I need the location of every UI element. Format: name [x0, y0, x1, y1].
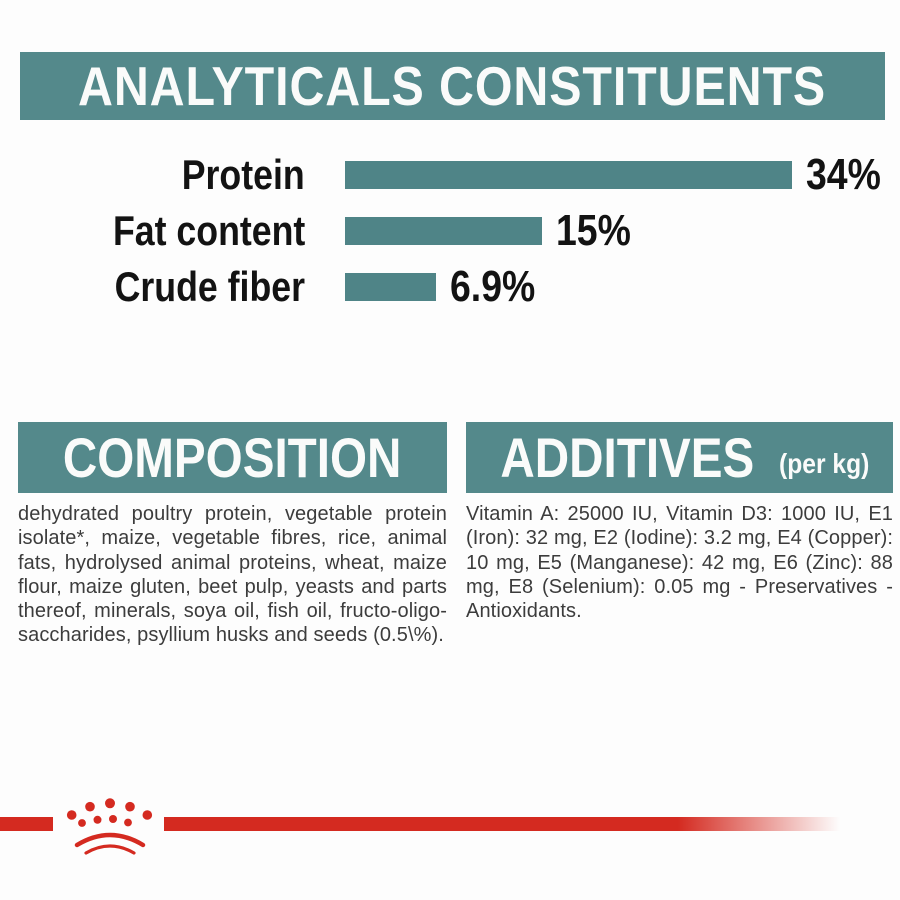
red-divider-line-left: [0, 817, 53, 831]
composition-title: COMPOSITION: [63, 426, 402, 489]
additives-body-text: Vitamin A: 25000 IU, Vitamin D3: 1000 IU…: [466, 503, 893, 623]
crown-dots: [66, 798, 153, 827]
additives-header-banner: ADDITIVES (per kg): [466, 422, 893, 493]
analytical-bar-chart: Protein 34% Fat content 15% Crude fiber …: [0, 147, 900, 315]
chart-label-fat-content: Fat content: [112, 207, 305, 254]
composition-body-text: dehydrated poultry protein, vegetable pr…: [18, 503, 447, 647]
chart-label-crude-fiber: Crude fiber: [114, 263, 305, 310]
analytical-constituents-title: ANALYTICALS CONSTITUENTS: [78, 55, 827, 117]
chart-row-protein: Protein 34%: [0, 147, 900, 203]
chart-value-fat-content: 15%: [556, 206, 631, 255]
chart-bar-protein: [345, 161, 792, 189]
additives-title: ADDITIVES: [500, 426, 755, 489]
chart-row-fat-content: Fat content 15%: [0, 203, 900, 259]
chart-bar-crude-fiber: [345, 273, 436, 301]
chart-row-crude-fiber: Crude fiber 6.9%: [0, 259, 900, 315]
additives-section: ADDITIVES (per kg) Vitamin A: 25000 IU, …: [466, 422, 893, 623]
additives-subtitle: (per kg): [778, 447, 869, 479]
composition-section: COMPOSITION dehydrated poultry protein, …: [18, 422, 447, 648]
chart-value-crude-fiber: 6.9%: [450, 262, 536, 311]
chart-value-protein: 34%: [806, 150, 881, 199]
chart-bar-fat-content: [345, 217, 542, 245]
chart-label-protein: Protein: [182, 151, 305, 198]
composition-header-banner: COMPOSITION: [18, 422, 447, 493]
royal-canin-crown-logo: [66, 798, 153, 855]
crown-arcs: [74, 832, 146, 855]
red-divider-line-right: [164, 817, 840, 831]
analytical-constituents-banner: ANALYTICALS CONSTITUENTS: [20, 52, 885, 120]
